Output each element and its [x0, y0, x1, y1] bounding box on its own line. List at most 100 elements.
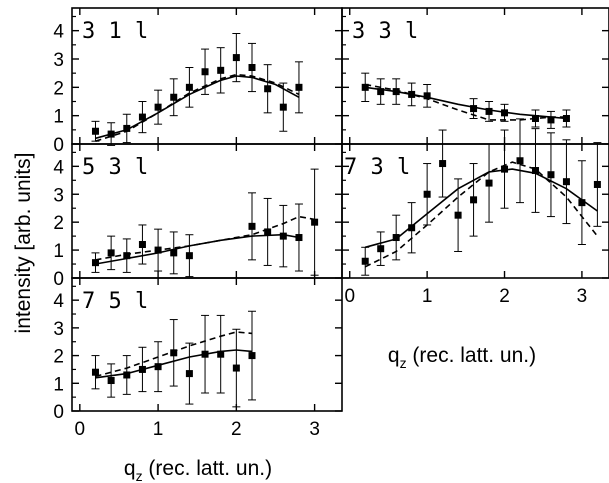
y-tick-label: 2	[53, 347, 64, 368]
point-marker	[138, 113, 146, 121]
x-tick-label: 1	[422, 286, 433, 307]
data-point	[438, 129, 447, 198]
data-point	[216, 47, 225, 94]
x-tick-label: 0	[75, 419, 86, 440]
point-marker	[279, 103, 287, 111]
point-marker	[138, 365, 146, 373]
point-marker	[107, 377, 115, 385]
data-point	[138, 224, 147, 265]
x-axis-title-right-main: q	[388, 344, 400, 367]
y-tick-label: 4	[53, 157, 64, 178]
data-point	[232, 33, 241, 83]
point-marker	[232, 54, 240, 62]
point-marker	[470, 105, 478, 113]
panel-label: 3 1 l	[82, 19, 148, 44]
x-axis-title-left-main: q	[124, 457, 136, 480]
point-marker	[501, 165, 509, 173]
data-point	[294, 61, 303, 114]
data-point	[454, 178, 463, 252]
x-axis-title-left: qz (rec. latt. un.)	[124, 457, 272, 483]
data-point	[531, 109, 540, 128]
point-marker	[562, 115, 570, 122]
point-marker	[232, 364, 240, 372]
data-point	[485, 101, 494, 122]
panel-4: 0 1 2 3 7 3 l	[341, 118, 609, 307]
point-marker	[185, 252, 193, 260]
point-marker	[516, 157, 524, 165]
point-marker	[201, 68, 209, 76]
data-point	[392, 78, 401, 105]
data-point	[469, 98, 478, 119]
y-tick-label: 2	[53, 213, 64, 234]
data-point	[531, 128, 540, 213]
point-marker	[185, 370, 193, 378]
point-marker	[185, 83, 193, 91]
point-marker	[295, 234, 303, 242]
point-marker	[91, 127, 99, 135]
point-marker	[170, 349, 178, 357]
point-marker	[264, 85, 272, 93]
point-marker	[248, 222, 256, 230]
point-marker	[377, 245, 385, 253]
panel-label: 7 3 l	[344, 155, 410, 180]
point-marker	[454, 211, 462, 219]
data-point	[577, 160, 586, 245]
data-point	[423, 163, 432, 226]
point-marker	[439, 160, 447, 168]
x-axis-title-right: qz (rec. latt. un.)	[388, 344, 536, 371]
data-point	[263, 197, 272, 266]
point-marker	[501, 109, 509, 117]
point-marker	[485, 179, 493, 187]
point-marker	[531, 167, 539, 175]
point-marker	[423, 190, 431, 198]
data-point	[185, 342, 194, 405]
y-tick-label: 3	[53, 50, 64, 71]
data-point	[279, 204, 288, 268]
panel-5: 0 1 2 3 4 0 1 2 3 7 5 l	[53, 277, 343, 440]
point-marker	[201, 350, 209, 358]
point-marker	[279, 232, 287, 240]
data-point	[294, 203, 303, 272]
x-axis-title-right-rest: (rec. latt. un.)	[407, 344, 537, 367]
data-point	[500, 129, 509, 209]
y-tick-label: 1	[53, 374, 64, 395]
point-marker	[91, 259, 99, 267]
data-point	[361, 246, 370, 276]
point-marker	[578, 199, 586, 207]
data-point	[201, 314, 210, 394]
point-marker	[408, 90, 416, 98]
point-marker	[361, 83, 369, 91]
point-marker	[593, 180, 601, 188]
point-marker	[123, 124, 131, 132]
data-point	[546, 110, 555, 129]
data-point	[593, 142, 602, 227]
point-marker	[531, 115, 539, 122]
x-axis-title-left-sub: z	[136, 468, 143, 483]
data-point	[138, 346, 147, 393]
point-marker	[392, 88, 400, 96]
dashed-curve	[364, 161, 599, 268]
x-tick-label: 2	[499, 286, 510, 307]
data-point	[361, 72, 370, 102]
point-marker	[264, 228, 272, 236]
y-axis-title: intensity [arb. units]	[12, 153, 35, 334]
point-marker	[154, 103, 162, 111]
y-tick-label: 2	[53, 78, 64, 99]
data-point	[122, 355, 131, 395]
data-point	[91, 252, 100, 273]
point-marker	[217, 350, 225, 358]
data-point	[232, 328, 241, 408]
point-marker	[377, 88, 385, 96]
point-marker	[107, 130, 115, 138]
data-point	[407, 82, 416, 107]
y-tick-label: 4	[53, 291, 64, 312]
point-marker	[485, 107, 493, 115]
data-point	[376, 231, 385, 266]
point-marker	[423, 92, 431, 100]
data-point	[185, 67, 194, 108]
data-point	[107, 122, 116, 146]
data-point	[154, 341, 163, 393]
dashed-curve	[95, 215, 315, 261]
data-point	[154, 89, 163, 125]
